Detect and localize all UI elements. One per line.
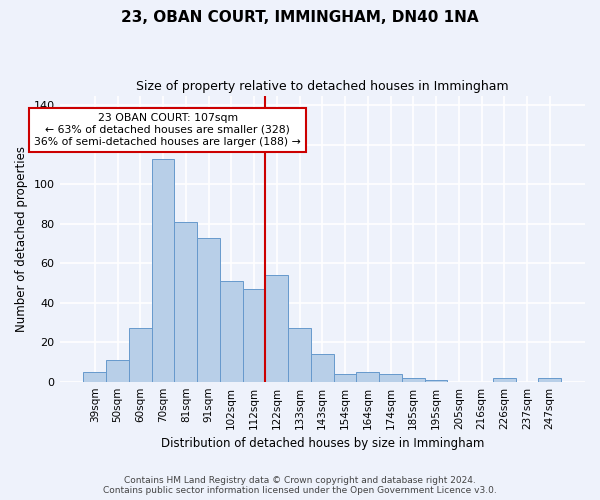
- Bar: [288, 328, 311, 382]
- Bar: [220, 281, 242, 382]
- Bar: [197, 238, 220, 382]
- Bar: [242, 289, 265, 382]
- Bar: [129, 328, 152, 382]
- Bar: [311, 354, 334, 382]
- Bar: [106, 360, 129, 382]
- Bar: [152, 158, 175, 382]
- Title: Size of property relative to detached houses in Immingham: Size of property relative to detached ho…: [136, 80, 509, 93]
- Bar: [493, 378, 515, 382]
- Text: 23, OBAN COURT, IMMINGHAM, DN40 1NA: 23, OBAN COURT, IMMINGHAM, DN40 1NA: [121, 10, 479, 25]
- Y-axis label: Number of detached properties: Number of detached properties: [15, 146, 28, 332]
- Bar: [402, 378, 425, 382]
- Bar: [334, 374, 356, 382]
- X-axis label: Distribution of detached houses by size in Immingham: Distribution of detached houses by size …: [161, 437, 484, 450]
- Bar: [379, 374, 402, 382]
- Bar: [83, 372, 106, 382]
- Bar: [538, 378, 561, 382]
- Bar: [175, 222, 197, 382]
- Bar: [356, 372, 379, 382]
- Text: Contains HM Land Registry data © Crown copyright and database right 2024.
Contai: Contains HM Land Registry data © Crown c…: [103, 476, 497, 495]
- Bar: [425, 380, 448, 382]
- Bar: [265, 275, 288, 382]
- Text: 23 OBAN COURT: 107sqm
← 63% of detached houses are smaller (328)
36% of semi-det: 23 OBAN COURT: 107sqm ← 63% of detached …: [34, 114, 301, 146]
